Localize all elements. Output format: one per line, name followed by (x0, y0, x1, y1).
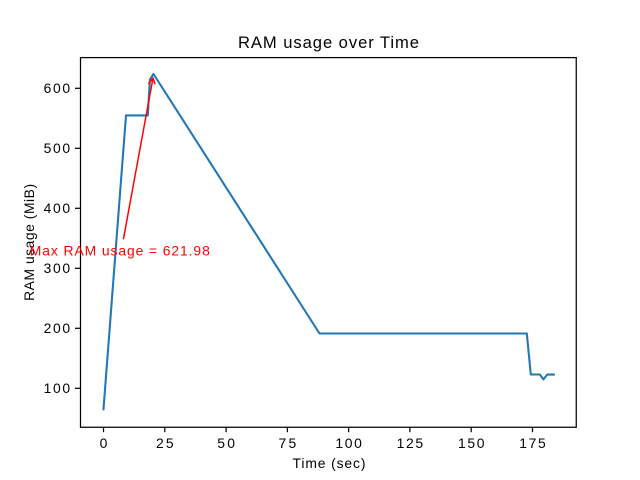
svg-text:200: 200 (44, 320, 71, 336)
svg-text:100: 100 (44, 380, 71, 396)
svg-text:50: 50 (217, 435, 235, 451)
svg-text:175: 175 (519, 435, 546, 451)
svg-text:0: 0 (100, 435, 108, 451)
svg-text:RAM usage (MiB): RAM usage (MiB) (21, 184, 37, 301)
svg-text:300: 300 (44, 260, 71, 276)
svg-text:125: 125 (397, 435, 424, 451)
svg-text:600: 600 (44, 80, 71, 96)
svg-text:Time (sec): Time (sec) (293, 455, 366, 471)
svg-text:75: 75 (279, 435, 297, 451)
svg-text:400: 400 (44, 200, 71, 216)
svg-text:150: 150 (458, 435, 485, 451)
svg-text:25: 25 (156, 435, 174, 451)
svg-text:100: 100 (335, 435, 362, 451)
svg-text:RAM usage over Time: RAM usage over Time (238, 33, 419, 52)
svg-text:Max RAM usage = 621.98: Max RAM usage = 621.98 (30, 242, 210, 258)
svg-text:500: 500 (44, 140, 71, 156)
